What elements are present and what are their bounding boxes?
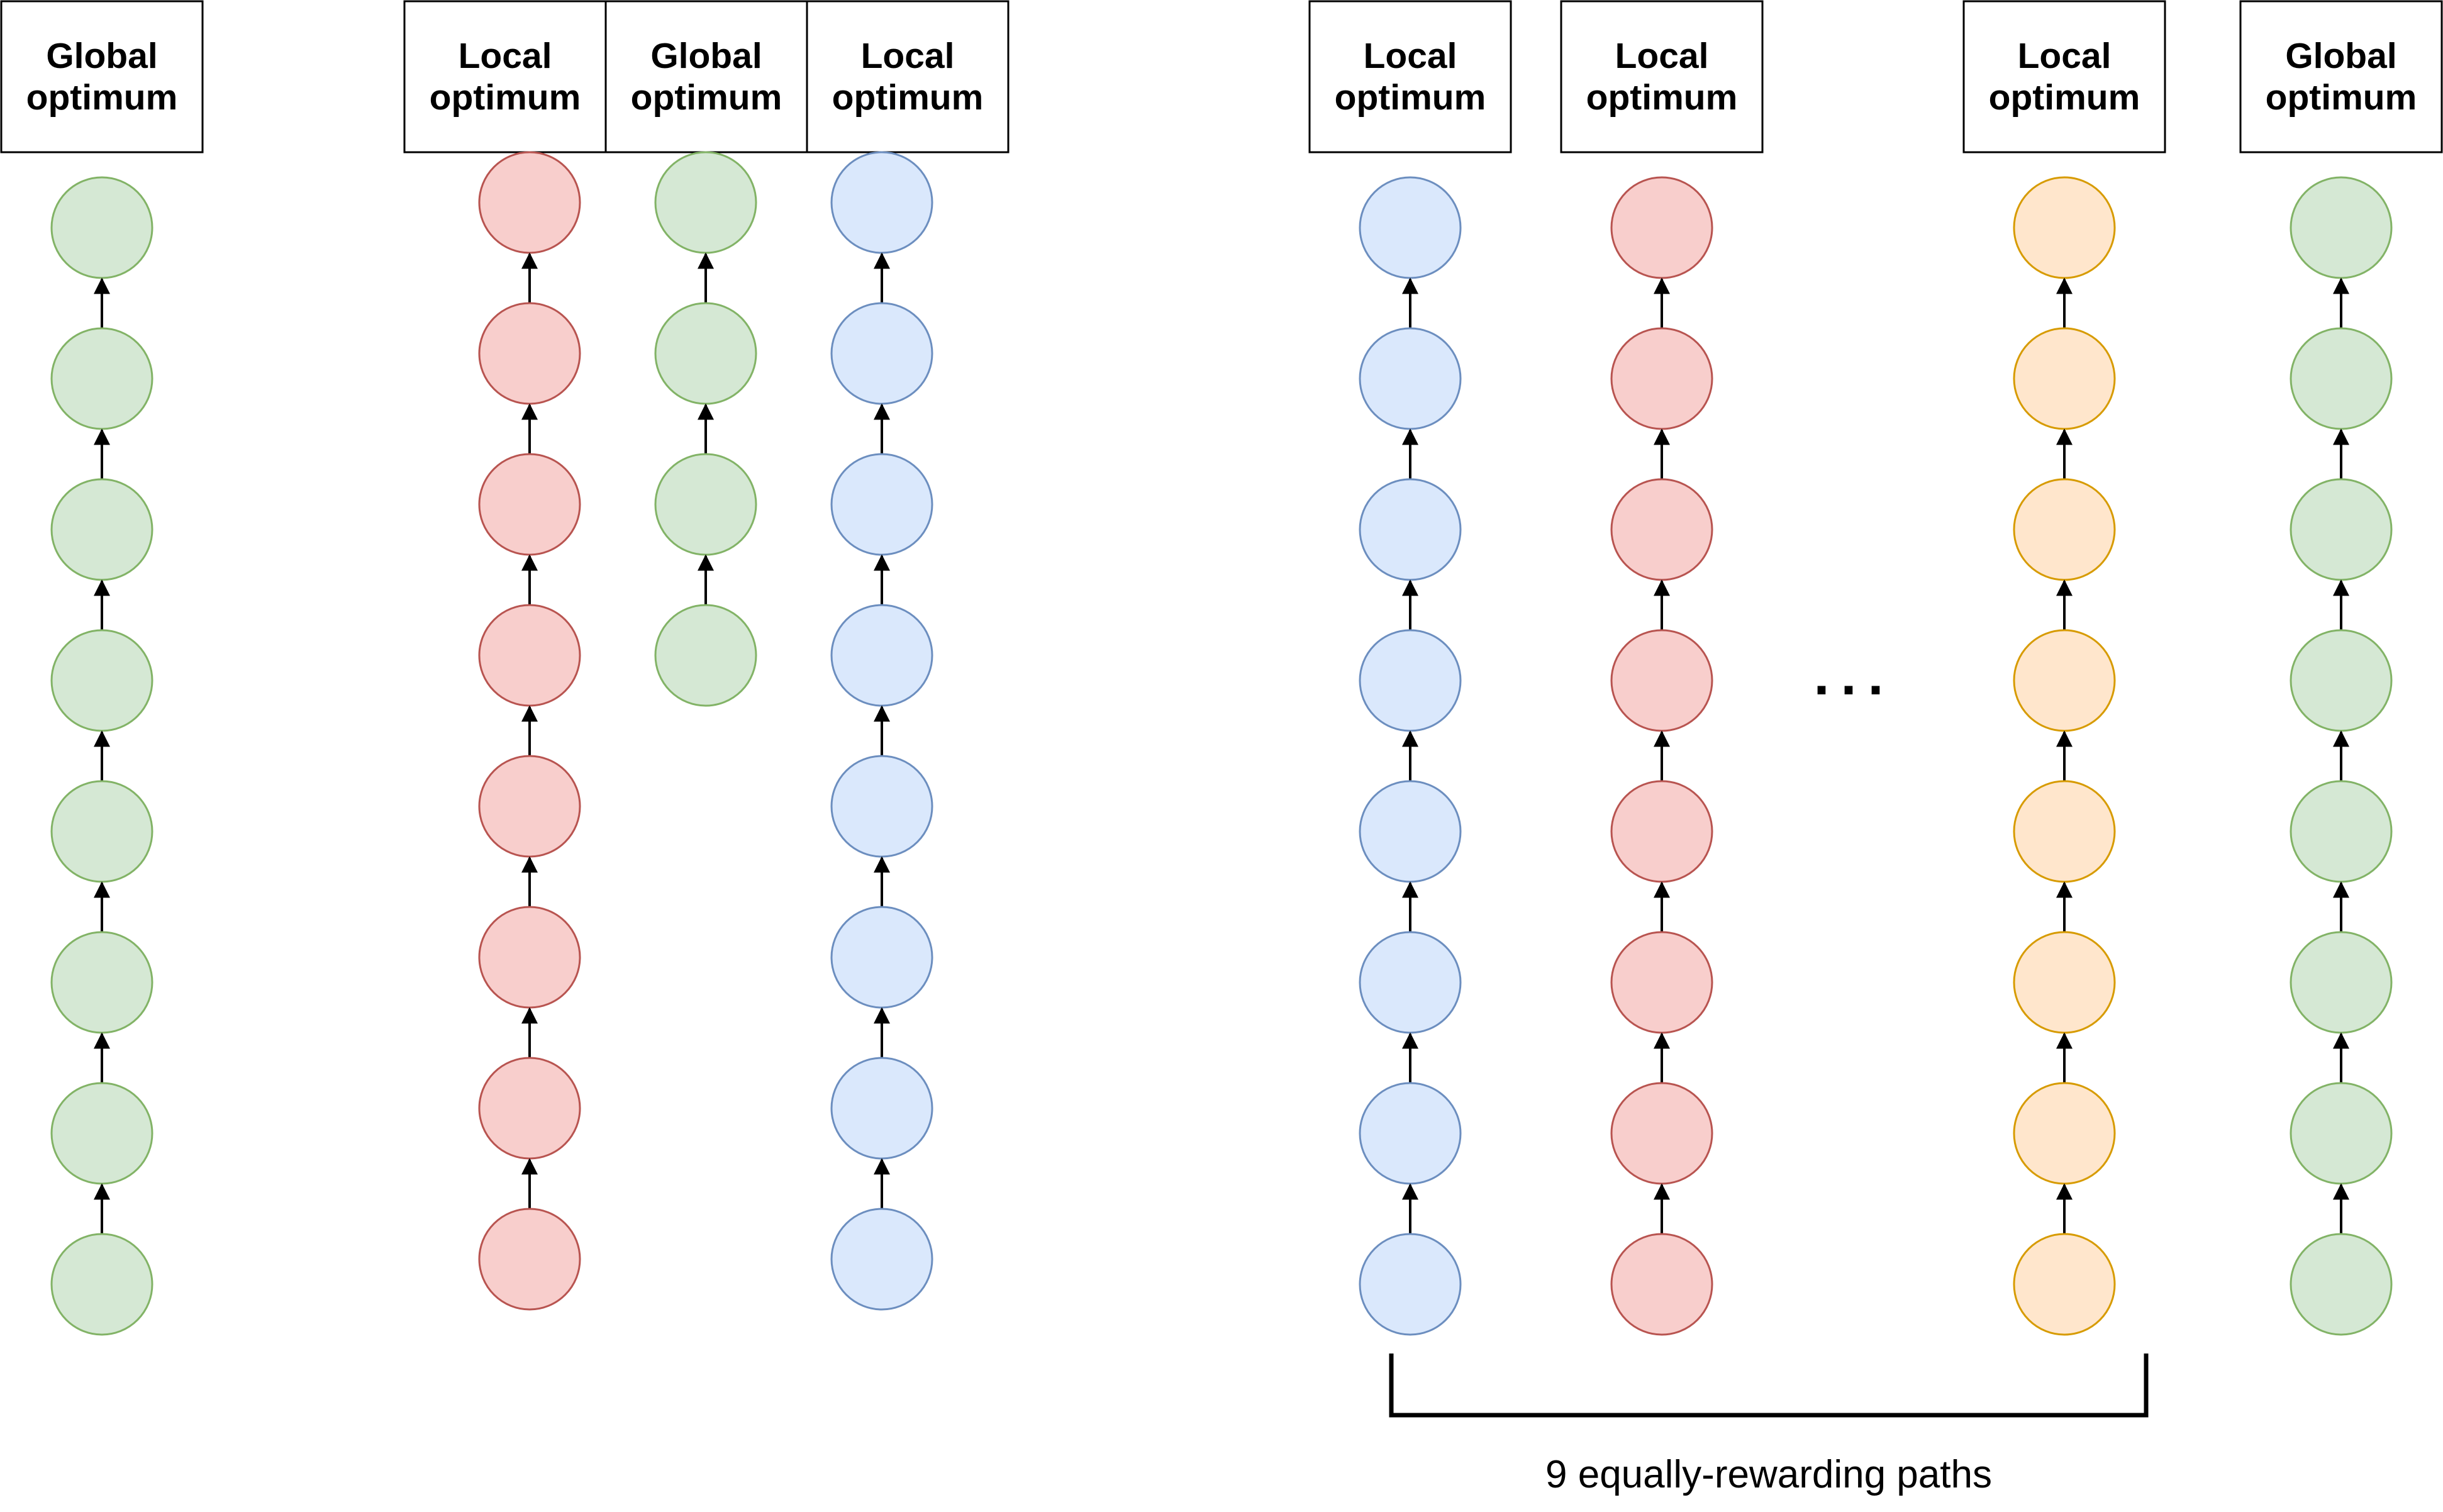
optimum-label-box: Global optimum xyxy=(604,0,808,153)
state-node-blue xyxy=(830,453,933,556)
optimum-label-box: Global optimum xyxy=(0,0,204,153)
box-line-2: optimum xyxy=(1989,77,2140,118)
path-chain-blue xyxy=(1359,176,1462,1336)
box-line-1: Local xyxy=(1615,36,1709,76)
state-node-blue xyxy=(1359,1233,1462,1336)
state-node-red xyxy=(478,906,581,1009)
optimum-label-box: Local optimum xyxy=(403,0,607,153)
path-chain-blue xyxy=(830,151,933,1311)
state-node-orange xyxy=(2013,1082,2116,1185)
box-line-2: optimum xyxy=(1335,77,1486,118)
state-node-red xyxy=(1610,780,1713,883)
box-line-2: optimum xyxy=(26,77,178,118)
state-node-green xyxy=(50,478,153,581)
path-chain-red xyxy=(478,151,581,1311)
state-node-green xyxy=(2290,176,2393,279)
optimum-label-box: Local optimum xyxy=(806,0,1010,153)
state-node-blue xyxy=(1359,1082,1462,1185)
box-line-2: optimum xyxy=(1586,77,1738,118)
state-node-green xyxy=(50,327,153,430)
state-node-green xyxy=(2290,931,2393,1034)
state-node-blue xyxy=(1359,780,1462,883)
path-chain-green xyxy=(654,151,757,707)
state-node-blue xyxy=(1359,478,1462,581)
state-node-red xyxy=(1610,1233,1713,1336)
state-node-green xyxy=(654,151,757,254)
state-node-red xyxy=(478,755,581,858)
state-node-red xyxy=(1610,1082,1713,1185)
path-chain-red xyxy=(1610,176,1713,1336)
state-node-green xyxy=(50,1082,153,1185)
panel-a: Global optimum xyxy=(0,0,204,1336)
state-node-blue xyxy=(830,1057,933,1160)
state-node-red xyxy=(1610,478,1713,581)
state-node-blue xyxy=(830,906,933,1009)
brace-caption: 9 equally-rewarding paths xyxy=(1545,1453,1992,1496)
state-node-red xyxy=(478,453,581,556)
box-line-1: Local xyxy=(861,36,955,76)
box-line-2: optimum xyxy=(832,77,984,118)
state-node-red xyxy=(1610,176,1713,279)
box-line-1: Local xyxy=(1364,36,1457,76)
state-node-red xyxy=(478,1057,581,1160)
path-chain-green xyxy=(2290,176,2393,1336)
box-line-1: Global xyxy=(650,36,762,76)
path-chain-green xyxy=(50,176,153,1336)
state-node-blue xyxy=(1359,629,1462,732)
state-node-green xyxy=(50,176,153,279)
state-node-blue xyxy=(1359,176,1462,279)
state-node-orange xyxy=(2013,327,2116,430)
box-line-1: Local xyxy=(459,36,552,76)
state-node-red xyxy=(1610,327,1713,430)
panel-b: Local optimum Global optimum Local optim… xyxy=(403,0,1010,1311)
optimum-label-box: Global optimum xyxy=(2239,0,2443,153)
state-node-blue xyxy=(1359,931,1462,1034)
state-node-orange xyxy=(2013,478,2116,581)
state-node-red xyxy=(478,604,581,707)
state-node-green xyxy=(50,931,153,1034)
optimum-label-box: Local optimum xyxy=(1560,0,1764,153)
box-line-2: optimum xyxy=(631,77,782,118)
box-line-2: optimum xyxy=(430,77,581,118)
state-node-green xyxy=(2290,1082,2393,1185)
state-node-green xyxy=(654,453,757,556)
box-line-2: optimum xyxy=(2266,77,2417,118)
state-node-red xyxy=(1610,629,1713,732)
optimum-label-box: Local optimum xyxy=(1962,0,2166,153)
path-chain-orange xyxy=(2013,176,2116,1336)
box-line-1: Global xyxy=(2285,36,2396,76)
state-node-blue xyxy=(830,755,933,858)
state-node-green xyxy=(50,1233,153,1336)
panel-c: Local optimum Local optimum Local optimu… xyxy=(1308,0,2443,1496)
state-node-blue xyxy=(830,151,933,254)
state-node-red xyxy=(478,1208,581,1311)
state-node-blue xyxy=(830,302,933,405)
state-node-green xyxy=(2290,1233,2393,1336)
box-line-1: Local xyxy=(2018,36,2112,76)
state-node-green xyxy=(50,629,153,732)
state-node-green xyxy=(654,302,757,405)
state-node-blue xyxy=(1359,327,1462,430)
state-node-green xyxy=(50,780,153,883)
state-node-red xyxy=(478,151,581,254)
state-node-orange xyxy=(2013,1233,2116,1336)
state-node-orange xyxy=(2013,780,2116,883)
state-node-green xyxy=(2290,629,2393,732)
state-node-red xyxy=(478,302,581,405)
box-line-1: Global xyxy=(46,36,157,76)
state-node-green xyxy=(2290,327,2393,430)
state-node-green xyxy=(2290,478,2393,581)
state-node-orange xyxy=(2013,629,2116,732)
state-node-green xyxy=(2290,780,2393,883)
grouping-bracket xyxy=(1389,1354,2149,1418)
state-node-blue xyxy=(830,1208,933,1311)
state-node-red xyxy=(1610,931,1713,1034)
ellipsis-text: ... xyxy=(1813,644,1895,707)
optimum-label-box: Local optimum xyxy=(1308,0,1512,153)
state-node-green xyxy=(654,604,757,707)
state-node-blue xyxy=(830,604,933,707)
state-node-orange xyxy=(2013,176,2116,279)
state-node-orange xyxy=(2013,931,2116,1034)
